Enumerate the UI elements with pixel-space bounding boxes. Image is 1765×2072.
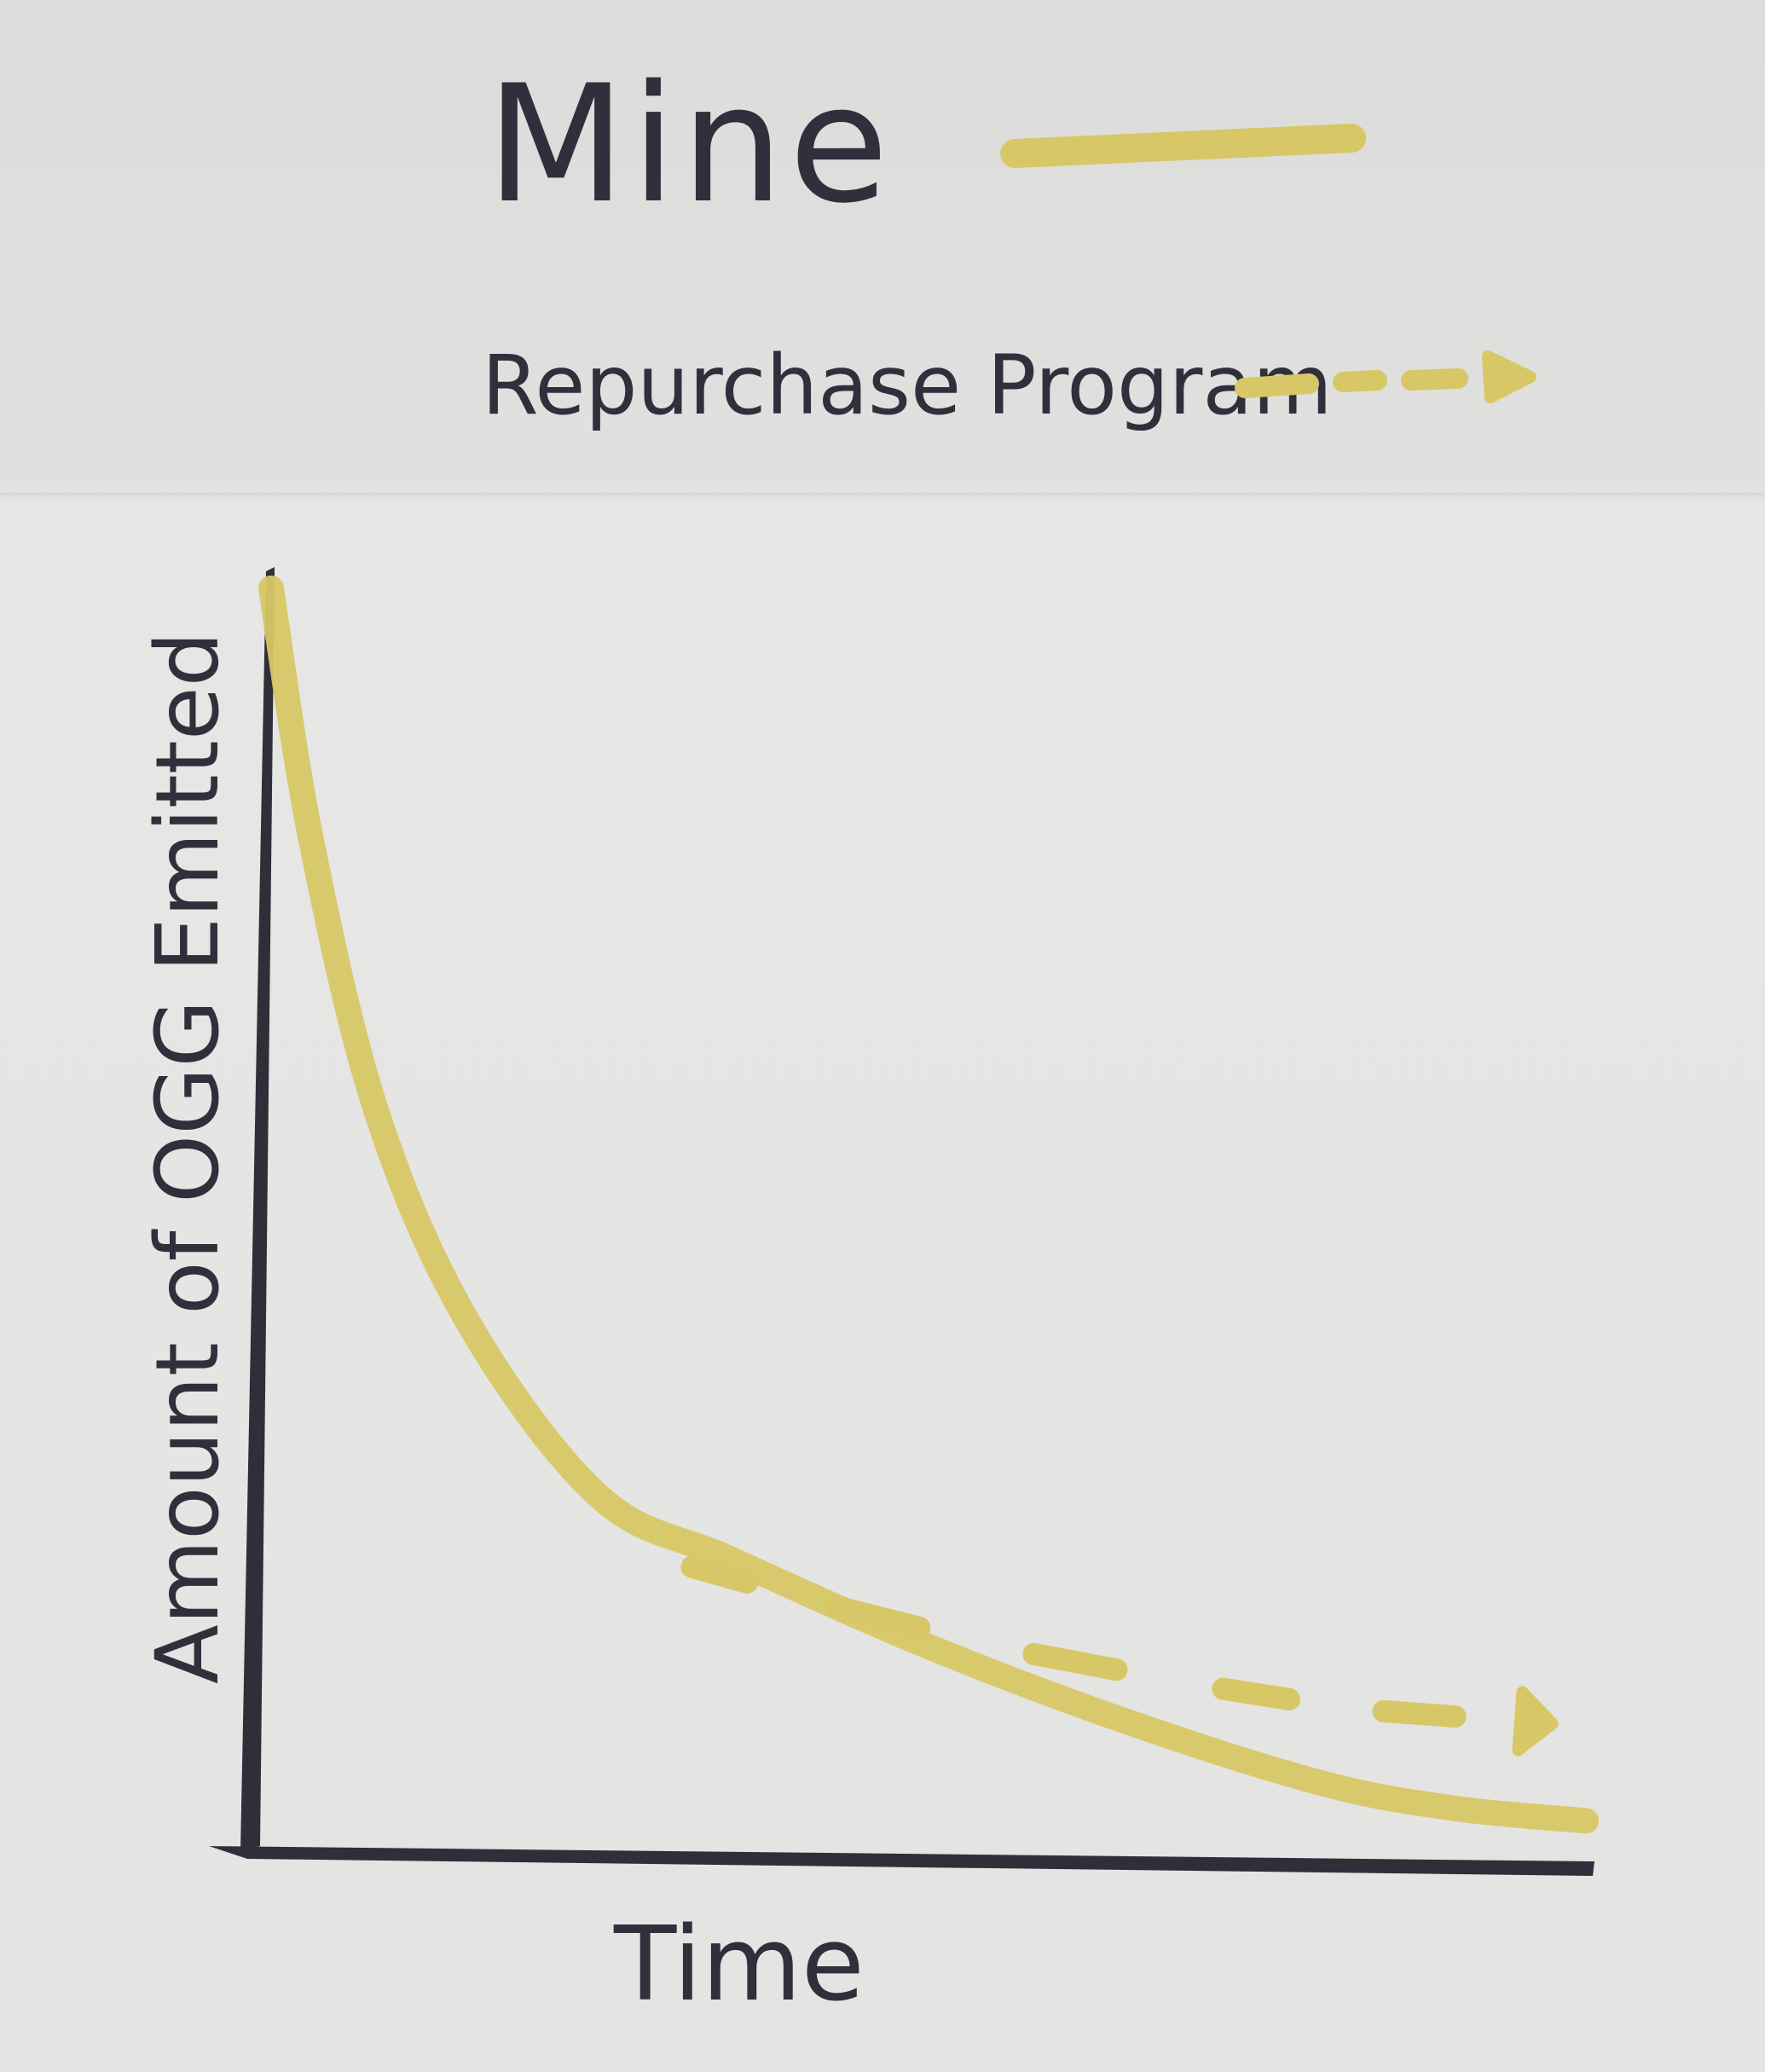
legend-swatch-repurchase [1235, 350, 1536, 403]
legend-swatch-mine [1000, 124, 1366, 168]
legend-label-mine: Mine [486, 50, 894, 239]
legend-label-repurchase: Repurchase Program [482, 338, 1333, 433]
series-repurchase-program [680, 1555, 1559, 1757]
series-layer [258, 576, 1599, 1834]
series-dash-segment [825, 1595, 931, 1639]
series-arrowhead [1512, 1686, 1559, 1757]
series-dash-segment [1372, 1699, 1467, 1728]
x-axis-label: Time [613, 1906, 865, 2024]
axes [209, 567, 1594, 1876]
paper-fold [0, 493, 1765, 500]
y-axis-label: Amount of OGG Emitted [137, 632, 239, 1684]
series-dash-segment [1212, 1677, 1301, 1710]
x-axis-line [209, 1846, 1594, 1876]
legend: Mine Repurchase Program [482, 50, 1536, 433]
series-dash-segment [680, 1555, 759, 1594]
series-dash-segment [1022, 1642, 1128, 1681]
y-axis-line [240, 567, 275, 1850]
series-line [258, 576, 1599, 1834]
series-mine [258, 576, 1599, 1834]
